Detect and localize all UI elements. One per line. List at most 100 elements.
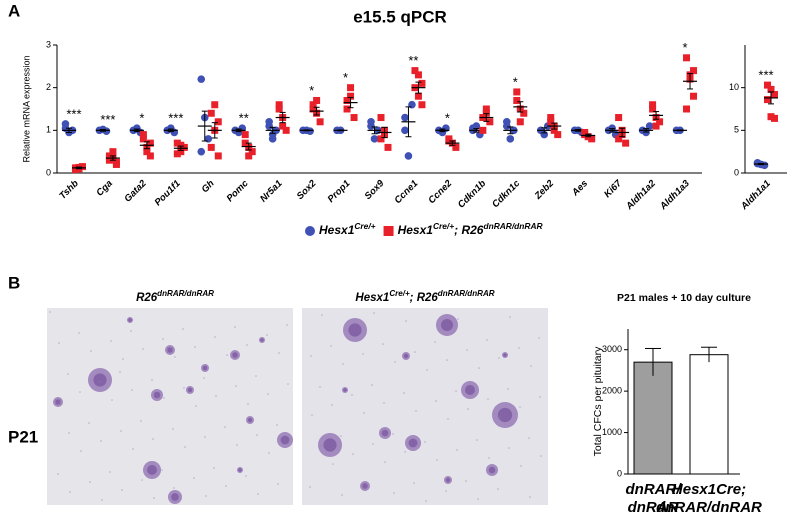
text-run: Hesx1 xyxy=(319,223,355,237)
point xyxy=(146,139,154,147)
speck xyxy=(413,482,415,484)
colony-core xyxy=(202,365,208,371)
point xyxy=(404,152,413,160)
speck xyxy=(320,445,322,447)
speck xyxy=(530,365,532,367)
speck xyxy=(59,401,61,403)
micrograph-title: Hesx1Cre/+; R26dnRAR/dnRAR xyxy=(355,289,494,304)
speck xyxy=(330,345,332,347)
speck xyxy=(266,334,268,336)
colony-core xyxy=(497,407,513,423)
speck xyxy=(363,412,365,414)
point xyxy=(550,126,558,134)
point xyxy=(275,101,283,109)
y-tick-label: 0 xyxy=(617,468,622,478)
point xyxy=(241,139,249,147)
speck xyxy=(140,420,142,422)
error-bar xyxy=(269,126,276,134)
speck xyxy=(68,432,70,434)
speck xyxy=(121,489,123,491)
speck xyxy=(88,422,90,424)
speck xyxy=(466,349,468,351)
speck xyxy=(99,381,101,383)
label-line: Hesx1Cre; xyxy=(672,481,746,498)
speck xyxy=(224,426,226,428)
error-bar xyxy=(167,128,174,133)
y-tick-label: 3 xyxy=(46,39,51,49)
x-tick-label: Tshb xyxy=(57,178,81,202)
legend-label: Hesx1Cre/+; R26dnRAR/dnRAR xyxy=(398,221,543,237)
point xyxy=(61,120,70,128)
speck xyxy=(132,448,134,450)
x-tick-label: Ki67 xyxy=(602,178,624,200)
significance: * xyxy=(139,111,144,126)
speck xyxy=(528,437,530,439)
speck xyxy=(426,369,428,371)
point xyxy=(343,96,351,104)
error-bar xyxy=(337,129,344,132)
speck xyxy=(58,342,60,344)
x-tick-label: Zeb2 xyxy=(532,178,557,203)
point xyxy=(377,135,385,143)
point xyxy=(139,135,147,143)
point xyxy=(506,135,515,143)
text-run: Hesx1 xyxy=(398,223,434,237)
point xyxy=(282,126,290,134)
speck xyxy=(477,498,479,500)
error-bar xyxy=(177,145,184,151)
point xyxy=(146,152,154,160)
significance: * xyxy=(309,83,314,98)
legend-marker xyxy=(383,226,394,236)
speck xyxy=(498,357,500,359)
significance: ** xyxy=(239,111,249,126)
label-line: dnRAR xyxy=(628,499,679,514)
y-tick-label: 3000 xyxy=(602,344,622,354)
superscript: dnRAR/dnRAR xyxy=(157,289,214,298)
point xyxy=(767,85,775,93)
colony-core xyxy=(323,438,337,452)
speck xyxy=(457,318,459,320)
y-tick-label: 1 xyxy=(46,125,51,135)
error-bar xyxy=(279,111,286,124)
error-bar xyxy=(585,133,592,138)
error-bar xyxy=(653,111,660,120)
speck xyxy=(236,444,238,446)
x-tick-label: Gh xyxy=(200,178,217,195)
speck xyxy=(499,416,501,418)
point xyxy=(649,101,657,109)
error-bar xyxy=(575,128,582,132)
legend-label: Hesx1Cre/+ xyxy=(319,221,376,237)
speck xyxy=(49,311,51,313)
speck xyxy=(447,418,449,420)
colony-core xyxy=(171,493,179,501)
speck xyxy=(361,484,363,486)
point xyxy=(112,160,120,168)
speck xyxy=(182,328,184,330)
superscript: Cre/+ xyxy=(433,221,454,231)
error-bar xyxy=(109,155,116,161)
colony-core xyxy=(93,373,107,387)
speck xyxy=(183,387,185,389)
error-bar xyxy=(405,106,412,138)
point xyxy=(683,105,691,113)
speck xyxy=(204,436,206,438)
speck xyxy=(403,392,405,394)
speck xyxy=(414,351,416,353)
speck xyxy=(393,492,395,494)
x-tick-label: Nr5a1 xyxy=(258,178,284,204)
speck xyxy=(235,385,237,387)
speck xyxy=(255,375,257,377)
speck xyxy=(467,408,469,410)
speck xyxy=(203,377,205,379)
speck xyxy=(122,358,124,360)
speck xyxy=(341,494,343,496)
label-line: dnRAR/ xyxy=(626,481,683,498)
error-bar xyxy=(245,142,252,151)
speck xyxy=(405,320,407,322)
colony-core xyxy=(348,323,362,337)
speck xyxy=(152,438,154,440)
colony-core xyxy=(503,353,507,357)
point xyxy=(547,114,555,122)
micrograph-title: R26dnRAR/dnRAR xyxy=(136,289,214,304)
